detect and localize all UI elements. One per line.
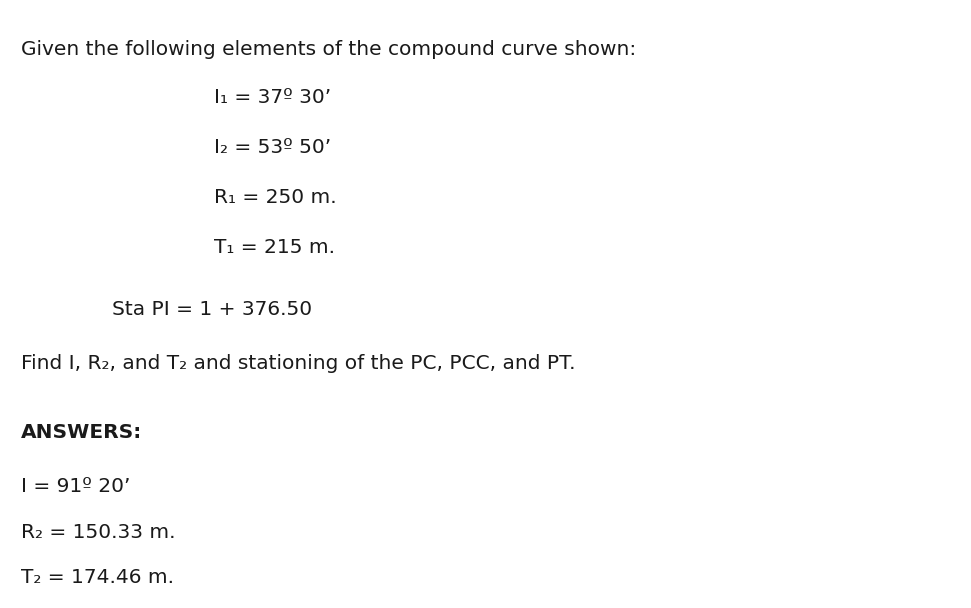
Text: ANSWERS:: ANSWERS: <box>21 423 143 441</box>
Text: R₁ = 250 m.: R₁ = 250 m. <box>214 188 336 207</box>
Text: R₂ = 150.33 m.: R₂ = 150.33 m. <box>21 523 176 542</box>
Text: Sta PI = 1 + 376.50: Sta PI = 1 + 376.50 <box>112 300 312 319</box>
Text: I₂ = 53º 50’: I₂ = 53º 50’ <box>214 138 331 157</box>
Text: T₂ = 174.46 m.: T₂ = 174.46 m. <box>21 568 175 587</box>
Text: Given the following elements of the compound curve shown:: Given the following elements of the comp… <box>21 40 637 58</box>
Text: T₁ = 215 m.: T₁ = 215 m. <box>214 238 335 257</box>
Text: I = 91º 20’: I = 91º 20’ <box>21 477 131 496</box>
Text: I₁ = 37º 30’: I₁ = 37º 30’ <box>214 88 331 107</box>
Text: Find I, R₂, and T₂ and stationing of the PC, PCC, and PT.: Find I, R₂, and T₂ and stationing of the… <box>21 354 576 373</box>
